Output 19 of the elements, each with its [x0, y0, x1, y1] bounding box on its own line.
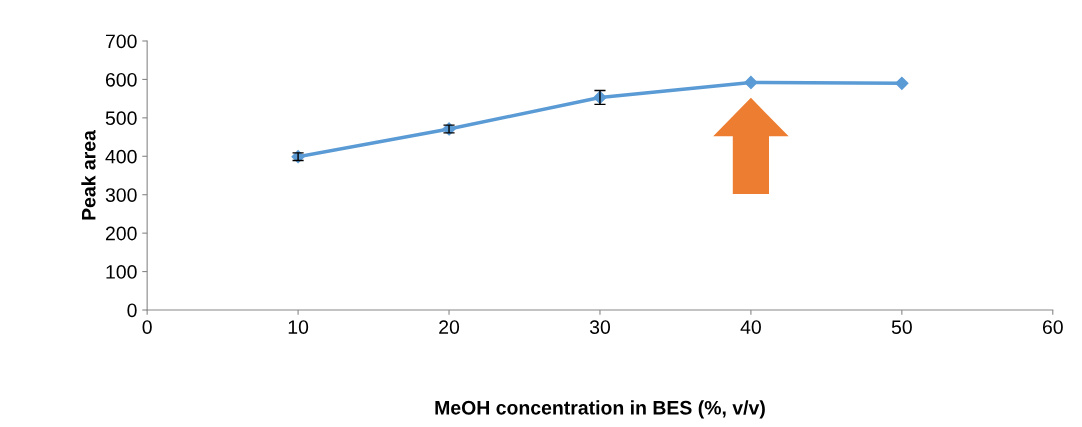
y-tick-label: 200 — [105, 226, 137, 241]
y-tick-label: 300 — [105, 188, 137, 202]
x-axis-title: MeOH concentration in BES (%, v/v) — [435, 400, 765, 419]
y-tick-label: 100 — [106, 265, 137, 279]
x-tick-label: 40 — [740, 320, 761, 335]
x-tick-label: 60 — [1042, 320, 1063, 335]
x-tick-label: 20 — [439, 320, 460, 335]
x-tick-label: 30 — [589, 320, 611, 335]
y-tick-label: 600 — [105, 72, 137, 87]
point — [744, 75, 758, 90]
y-tick-label: 500 — [105, 111, 137, 126]
x-tick-label: 0 — [142, 320, 152, 335]
y-axis-title: Peak area — [81, 129, 96, 220]
point — [895, 76, 909, 90]
y-tick-label: 0 — [127, 303, 137, 318]
y-tick-label: 700 — [105, 34, 137, 49]
x-tick-label: 50 — [891, 320, 912, 335]
y-tick-label: 400 — [105, 149, 137, 164]
x-tick-label: 10 — [288, 320, 309, 335]
